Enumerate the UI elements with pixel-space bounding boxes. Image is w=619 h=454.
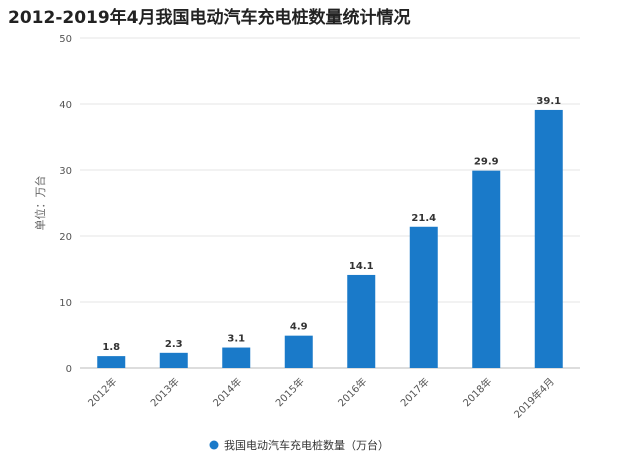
x-tick-label: 2018年: [460, 375, 494, 409]
bar: [222, 347, 251, 368]
bar: [472, 170, 501, 368]
bar: [284, 335, 313, 368]
x-tick-label: 2015年: [273, 375, 307, 409]
y-tick-label: 40: [59, 100, 72, 111]
x-tick-label: 2013年: [148, 375, 182, 409]
y-axis-ticks: 0 10 20 30 40 50: [59, 34, 72, 375]
bars: [97, 109, 563, 368]
x-tick-label: 2019年4月: [511, 375, 557, 421]
y-tick-label: 50: [59, 34, 72, 45]
y-tick-label: 10: [59, 298, 72, 309]
bar: [409, 226, 438, 368]
x-tick-label: 2014年: [210, 375, 244, 409]
legend: 我国电动汽车充电桩数量（万台）: [209, 438, 389, 452]
x-tick-label: 2012年: [85, 375, 119, 409]
y-tick-label: 30: [59, 166, 72, 177]
data-label: 2.3: [165, 339, 183, 350]
x-axis-ticks: 2012年 2013年 2014年 2015年 2016年 2017年 2018年 2019年…: [85, 375, 557, 421]
data-label: 29.9: [474, 157, 499, 168]
bar: [97, 356, 126, 368]
data-label: 4.9: [290, 322, 308, 333]
y-tick-label: 20: [59, 232, 72, 243]
chart-title: 2012-2019年4月我国电动汽车充电桩数量统计情况: [8, 8, 411, 28]
gridlines: [80, 37, 580, 369]
data-label: 1.8: [102, 342, 120, 353]
y-axis-label: 单位：万台: [33, 176, 47, 231]
bar: [534, 109, 563, 368]
data-label: 3.1: [227, 334, 245, 345]
data-label: 39.1: [536, 96, 561, 107]
x-tick-label: 2017年: [398, 375, 432, 409]
legend-swatch: [209, 440, 219, 450]
data-labels: 1.8 2.3 3.1 4.9 14.1 21.4 29.9 39.1: [102, 96, 561, 353]
y-tick-label: 0: [66, 364, 72, 375]
bar: [159, 352, 188, 368]
legend-label: 我国电动汽车充电桩数量（万台）: [224, 438, 389, 452]
data-label: 14.1: [349, 261, 374, 272]
data-label: 21.4: [411, 213, 436, 224]
x-tick-label: 2016年: [335, 375, 369, 409]
bar: [347, 274, 376, 368]
